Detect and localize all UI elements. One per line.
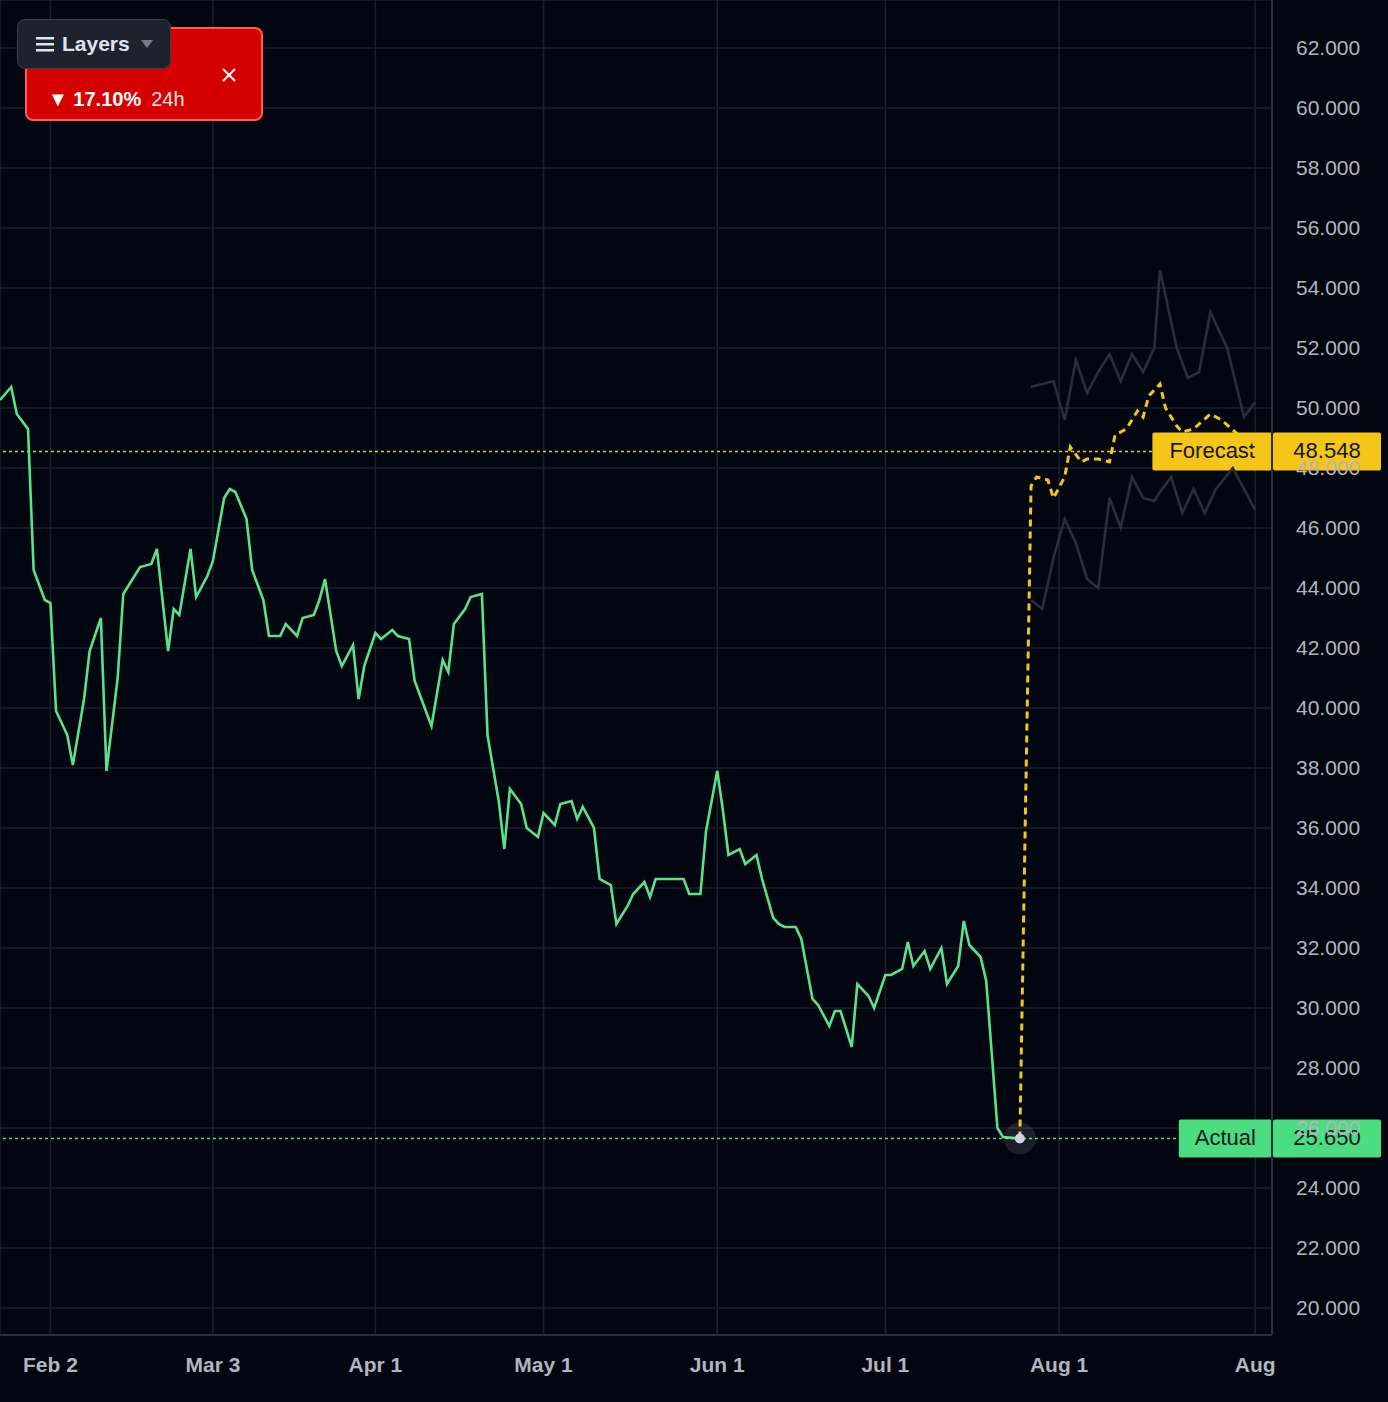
svg-text:26.000: 26.000 xyxy=(1296,1116,1360,1139)
svg-text:62.000: 62.000 xyxy=(1296,36,1360,59)
svg-text:42.000: 42.000 xyxy=(1296,636,1360,659)
svg-text:Feb 2: Feb 2 xyxy=(23,1353,78,1376)
svg-text:56.000: 56.000 xyxy=(1296,216,1360,239)
svg-text:34.000: 34.000 xyxy=(1296,876,1360,899)
html-text:24h: 24h xyxy=(151,88,185,110)
svg-text:58.000: 58.000 xyxy=(1296,156,1360,179)
svg-text:28.000: 28.000 xyxy=(1296,1056,1360,1079)
svg-text:40.000: 40.000 xyxy=(1296,696,1360,719)
svg-text:48.548: 48.548 xyxy=(1293,438,1361,464)
svg-text:Forecast: Forecast xyxy=(1169,438,1255,464)
svg-text:50.000: 50.000 xyxy=(1296,396,1360,419)
svg-text:Aug: Aug xyxy=(1235,1353,1276,1376)
svg-text:Jul 1: Jul 1 xyxy=(861,1353,909,1376)
svg-text:Jun 1: Jun 1 xyxy=(690,1353,745,1376)
svg-text:24.000: 24.000 xyxy=(1296,1176,1360,1199)
svg-text:54.000: 54.000 xyxy=(1296,276,1360,299)
svg-text:May 1: May 1 xyxy=(514,1353,573,1376)
svg-text:Apr 1: Apr 1 xyxy=(349,1353,403,1376)
svg-text:22.000: 22.000 xyxy=(1296,1236,1360,1259)
svg-text:Mar 3: Mar 3 xyxy=(186,1353,241,1376)
svg-text:60.000: 60.000 xyxy=(1296,96,1360,119)
svg-text:30.000: 30.000 xyxy=(1296,996,1360,1019)
svg-text:46.000: 46.000 xyxy=(1296,516,1360,539)
svg-text:44.000: 44.000 xyxy=(1296,576,1360,599)
svg-text:Aug 1: Aug 1 xyxy=(1030,1353,1089,1376)
svg-text:52.000: 52.000 xyxy=(1296,336,1360,359)
svg-text:Actual: Actual xyxy=(1195,1125,1256,1150)
html-text:Layers: Layers xyxy=(62,32,130,55)
svg-text:20.000: 20.000 xyxy=(1296,1296,1360,1319)
html-text:▼ 17.10%: ▼ 17.10% xyxy=(48,88,142,110)
svg-text:38.000: 38.000 xyxy=(1296,756,1360,779)
svg-text:32.000: 32.000 xyxy=(1296,936,1360,959)
svg-text:36.000: 36.000 xyxy=(1296,816,1360,839)
svg-text:48.000: 48.000 xyxy=(1296,456,1360,479)
